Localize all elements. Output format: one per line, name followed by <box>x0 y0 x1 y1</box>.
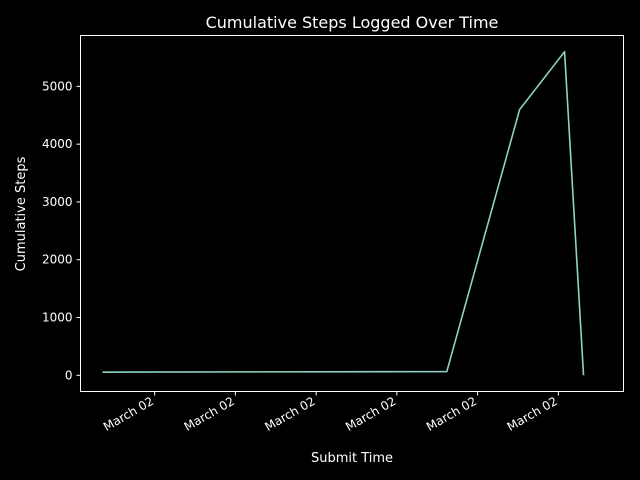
y-axis-label: Cumulative Steps <box>14 156 29 271</box>
y-tick-label-2: 2000 <box>42 253 73 267</box>
x-axis-label: Submit Time <box>311 451 393 466</box>
y-tick-label-1: 1000 <box>42 311 73 325</box>
chart-title: Cumulative Steps Logged Over Time <box>206 13 499 32</box>
y-tick-label-0: 0 <box>65 368 73 382</box>
y-tick-label-5: 5000 <box>42 79 73 93</box>
series-line-0 <box>102 50 585 376</box>
y-tick-label-4: 4000 <box>42 137 73 151</box>
y-tick-label-3: 3000 <box>42 195 73 209</box>
plot-frame <box>80 35 624 392</box>
